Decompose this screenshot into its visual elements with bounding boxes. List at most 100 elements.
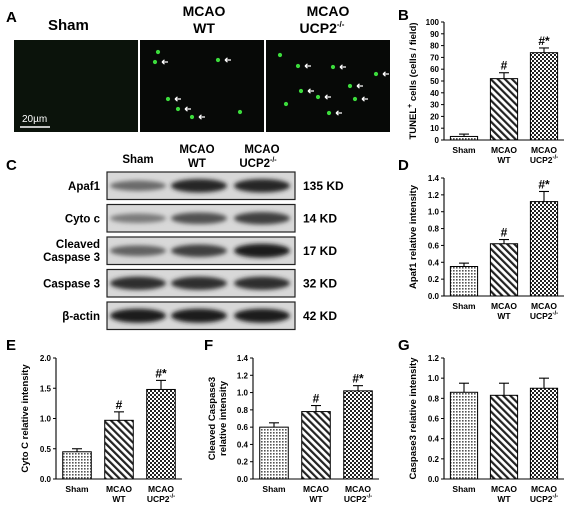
blot-protein-label: β-actin	[62, 311, 100, 323]
arrow-marker	[361, 96, 368, 102]
y-tick-label: 1.0	[428, 208, 440, 217]
x-tick-label-line2: WT	[309, 494, 323, 504]
bar	[301, 411, 331, 480]
significance-marker: #	[313, 392, 320, 406]
y-tick-label: 0.8	[237, 406, 249, 415]
y-axis-label: Caspase3 relative intensity	[408, 357, 419, 480]
tunel-positive-cell	[295, 63, 301, 69]
tunel-positive-cell	[352, 96, 358, 102]
x-tick-label-line2: UCP2-/-	[530, 155, 558, 165]
panel-letter-e: E	[6, 337, 16, 354]
x-tick-label-line2: UCP2-/-	[147, 494, 175, 504]
x-tick-label: MCAO	[491, 301, 517, 311]
tunel-positive-cell	[326, 110, 332, 116]
y-tick-label: 0.0	[40, 475, 52, 484]
arrow-marker	[307, 88, 314, 94]
significance-marker: #*	[155, 366, 167, 380]
blot-lane-label-wt-main: MCAO	[179, 144, 214, 156]
y-tick-label: 80	[430, 42, 439, 51]
y-tick-label: 1.5	[40, 384, 52, 393]
y-tick-label: 0.2	[237, 458, 249, 467]
tunel-positive-cell	[347, 83, 353, 89]
panel-a-label-ucp2-sub: UCP2-/-	[300, 20, 345, 36]
y-tick-label: 10	[430, 124, 439, 133]
y-tick-label: 1.0	[237, 389, 249, 398]
y-tick-label: 0.6	[428, 415, 440, 424]
arrow-marker	[382, 71, 389, 77]
blot-band	[234, 212, 290, 225]
arrow-marker	[174, 96, 181, 102]
panel-letter-g: G	[398, 337, 410, 354]
bar	[259, 426, 289, 480]
blot-protein-label: Caspase 3	[43, 278, 100, 290]
y-tick-label: 0.2	[428, 455, 440, 464]
tunel-positive-cell	[215, 57, 221, 63]
panel-c-western-blot: Sham MCAO WT MCAO UCP2-/- Apaf1 135 KD Cyt…	[43, 144, 344, 331]
panel-letter-d: D	[398, 157, 409, 174]
y-tick-label: 0.4	[428, 435, 440, 444]
y-tick-label: 1.0	[40, 415, 52, 424]
panel-a-label-sham: Sham	[48, 17, 89, 34]
blot-lane-label-ucp2-sub: UCP2-/-	[239, 157, 277, 170]
arrow-marker	[324, 94, 331, 100]
y-tick-label: 20	[430, 112, 439, 121]
blot-row: Apaf1 135 KD	[68, 171, 344, 201]
y-tick-label: 1.2	[237, 371, 249, 380]
x-tick-label: Sham	[65, 484, 89, 494]
panel-letter-f: F	[204, 337, 213, 354]
bar	[529, 52, 559, 141]
bar	[449, 391, 479, 480]
blot-kd-label: 42 KD	[303, 309, 337, 323]
tunel-positive-cell	[283, 101, 289, 107]
blot-band	[171, 276, 227, 290]
y-tick-label: 70	[430, 53, 439, 62]
y-tick-label: 0.2	[428, 275, 440, 284]
arrow-marker	[335, 110, 342, 116]
tunel-positive-cell	[315, 94, 321, 100]
x-tick-label: MCAO	[106, 484, 132, 494]
arrow-marker	[304, 63, 311, 69]
panel-a-microscopy: Sham MCAO WT MCAO UCP2-/- 20µm	[14, 3, 390, 132]
tunel-positive-cell	[373, 71, 379, 77]
arrow-marker	[356, 83, 363, 89]
blot-protein-label: Cleaved	[56, 239, 100, 251]
significance-marker: #	[501, 59, 508, 73]
bar	[489, 243, 519, 297]
panel-a-label-ucp2-main: MCAO	[307, 3, 350, 19]
y-tick-label: 60	[430, 65, 439, 74]
significance-marker: #	[501, 226, 508, 240]
panel-a-label-wt-main: MCAO	[183, 3, 226, 19]
x-tick-label: MCAO	[531, 145, 557, 155]
bar	[343, 390, 373, 480]
arrow-marker	[184, 106, 191, 112]
y-axis-label: Cleaved Caspase3	[207, 377, 218, 460]
y-tick-label: 0.8	[428, 225, 440, 234]
tunel-positive-cell	[175, 106, 181, 112]
y-tick-label: 1.4	[428, 174, 440, 183]
tunel-positive-cell	[152, 59, 158, 65]
bar	[62, 451, 92, 480]
significance-marker: #	[116, 398, 123, 412]
arrow-marker	[198, 114, 205, 120]
y-tick-label: 0	[435, 136, 440, 145]
x-tick-label: Sham	[262, 484, 286, 494]
y-tick-label: 0.4	[428, 258, 440, 267]
y-axis-label-line2: relative intensity	[218, 380, 229, 456]
blot-kd-label: 17 KD	[303, 244, 337, 258]
panel-a-header-ucp2: MCAO UCP2-/-	[300, 3, 350, 36]
significance-marker: #*	[352, 372, 364, 386]
y-tick-label: 1.4	[237, 354, 249, 363]
x-tick-label-line2: UCP2-/-	[530, 494, 558, 504]
bar	[529, 387, 559, 480]
x-tick-label: MCAO	[531, 484, 557, 494]
blot-band	[110, 245, 166, 257]
x-tick-label-line2: UCP2-/-	[344, 494, 372, 504]
x-tick-label: Sham	[452, 145, 476, 155]
bar-chart-e: 0.0 0.5 1.0 1.5 2.0 Cyto C relative intensity…	[20, 354, 182, 504]
y-tick-label: 0.0	[237, 475, 249, 484]
blot-protein-label: Cyto c	[65, 213, 101, 225]
y-tick-label: 90	[430, 30, 439, 39]
arrow-marker	[224, 57, 231, 63]
